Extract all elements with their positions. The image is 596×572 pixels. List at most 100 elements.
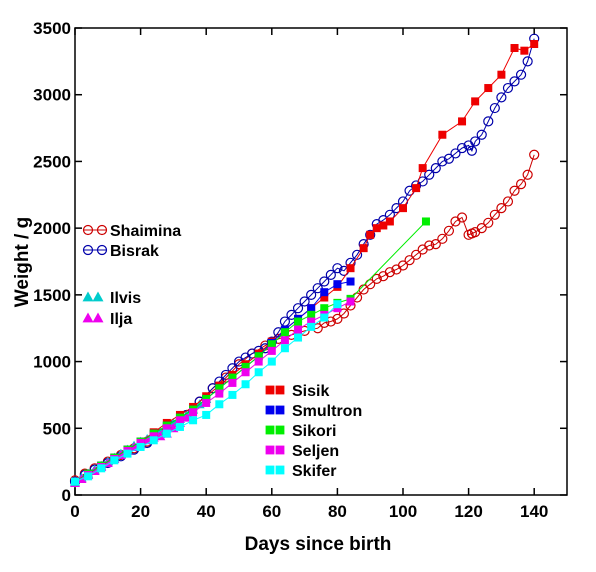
data-point bbox=[267, 357, 276, 366]
data-point bbox=[307, 322, 316, 331]
legend-item-seljen: Seljen bbox=[265, 443, 339, 460]
legend-label: Shaimina bbox=[110, 223, 181, 240]
legend-label: Skifer bbox=[292, 463, 336, 480]
data-point bbox=[443, 225, 455, 236]
data-point bbox=[202, 394, 211, 403]
data-point bbox=[320, 288, 329, 297]
data-point bbox=[320, 313, 329, 322]
legend-label: Sikori bbox=[292, 423, 336, 440]
data-point bbox=[306, 289, 317, 300]
data-point bbox=[466, 145, 477, 156]
data-point bbox=[267, 340, 276, 349]
data-point bbox=[319, 276, 330, 287]
data-point bbox=[228, 390, 237, 399]
data-point bbox=[294, 333, 303, 342]
data-point bbox=[97, 464, 106, 473]
data-point bbox=[351, 249, 363, 260]
data-point bbox=[110, 456, 119, 465]
data-point bbox=[437, 156, 448, 167]
data-point bbox=[456, 212, 468, 223]
data-point bbox=[254, 352, 263, 361]
data-point bbox=[365, 279, 376, 290]
data-point bbox=[333, 280, 342, 289]
data-point bbox=[430, 163, 441, 174]
legend-item-ilja: Ilja bbox=[82, 311, 132, 328]
data-point bbox=[346, 297, 355, 306]
legend-item-smultron: Smultron bbox=[265, 403, 362, 420]
data-point bbox=[424, 240, 435, 251]
series-line bbox=[74, 221, 427, 483]
legend-label: Seljen bbox=[292, 443, 339, 460]
data-point bbox=[456, 142, 468, 154]
data-point bbox=[333, 304, 342, 313]
data-point bbox=[515, 69, 527, 80]
data-point bbox=[254, 357, 263, 366]
data-point bbox=[489, 209, 500, 220]
data-point bbox=[497, 70, 506, 79]
data-point bbox=[123, 449, 132, 458]
data-point bbox=[325, 316, 336, 327]
y-axis-title: Weight / g bbox=[12, 217, 33, 307]
data-point bbox=[332, 263, 343, 274]
y-tick-label: 500 bbox=[43, 419, 71, 438]
data-point bbox=[520, 46, 529, 55]
data-point bbox=[366, 230, 375, 239]
data-point bbox=[476, 223, 487, 234]
data-point bbox=[312, 283, 323, 294]
data-point bbox=[267, 346, 276, 355]
data-point bbox=[175, 422, 184, 431]
data-point bbox=[280, 336, 289, 345]
data-point bbox=[496, 203, 507, 214]
data-point bbox=[275, 405, 285, 415]
data-point bbox=[96, 244, 108, 256]
data-point bbox=[443, 153, 455, 164]
data-point bbox=[476, 129, 487, 140]
data-point bbox=[325, 269, 336, 280]
data-point bbox=[215, 400, 224, 409]
data-point bbox=[483, 217, 494, 228]
x-tick-label: 60 bbox=[262, 502, 281, 521]
legend-item-skifer: Skifer bbox=[265, 463, 336, 480]
data-point bbox=[421, 217, 430, 226]
y-tick-label: 0 bbox=[62, 486, 71, 505]
y-tick-label: 2000 bbox=[33, 219, 71, 238]
data-point bbox=[254, 368, 263, 377]
data-point bbox=[404, 255, 415, 266]
legend-label: Smultron bbox=[292, 403, 362, 420]
data-point bbox=[92, 312, 104, 323]
data-point bbox=[265, 465, 275, 475]
data-point bbox=[509, 185, 520, 196]
x-tick-label: 140 bbox=[520, 502, 548, 521]
data-point bbox=[265, 405, 275, 415]
data-point bbox=[181, 412, 192, 422]
data-point bbox=[397, 260, 409, 271]
data-point bbox=[502, 196, 514, 207]
data-point bbox=[241, 380, 250, 389]
data-point bbox=[82, 312, 94, 323]
series-layer bbox=[69, 33, 540, 487]
data-point bbox=[149, 432, 158, 441]
x-tick-label: 100 bbox=[389, 502, 417, 521]
data-point bbox=[411, 249, 422, 260]
data-point bbox=[265, 445, 275, 455]
data-point bbox=[496, 92, 507, 103]
data-point bbox=[307, 310, 316, 319]
data-point bbox=[372, 224, 381, 233]
data-point bbox=[280, 328, 289, 337]
data-point bbox=[438, 130, 447, 139]
plot-frame bbox=[74, 27, 568, 496]
data-point bbox=[515, 179, 527, 190]
data-point bbox=[96, 224, 108, 236]
data-point bbox=[430, 239, 441, 250]
data-point bbox=[265, 425, 275, 435]
data-point bbox=[136, 442, 145, 451]
data-point bbox=[265, 385, 275, 395]
x-tick-label: 20 bbox=[131, 502, 150, 521]
data-point bbox=[346, 277, 355, 286]
data-point bbox=[241, 368, 250, 377]
data-point bbox=[294, 325, 303, 334]
data-point bbox=[385, 217, 394, 226]
data-point bbox=[286, 309, 297, 320]
data-point bbox=[424, 169, 435, 180]
data-point bbox=[149, 436, 158, 445]
